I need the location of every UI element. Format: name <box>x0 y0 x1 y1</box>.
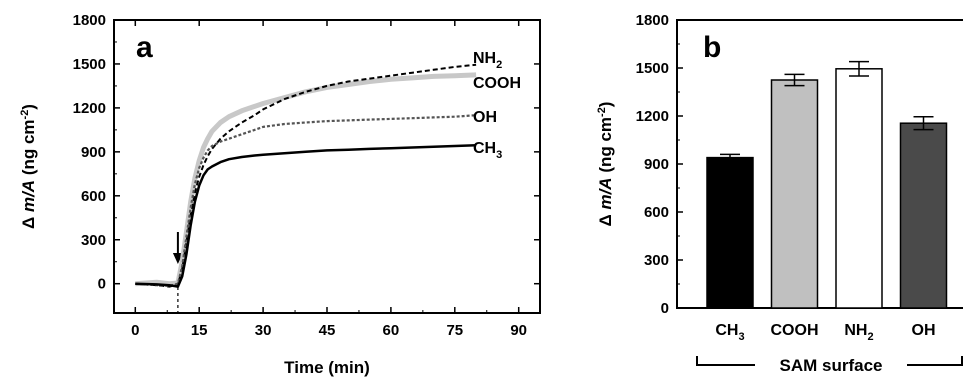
bracket-right <box>907 356 963 366</box>
category-label-subscript: 2 <box>867 331 873 343</box>
y-tick-label: 1800 <box>636 12 669 29</box>
series-line-ch3 <box>135 144 477 288</box>
panel-b-bar-chart: CH3 COOH NH2 OH 0 300 600 900 1200 1500 1800 b Δ … <box>596 12 963 375</box>
panel-a-letter: a <box>136 31 153 64</box>
panel-b-x-axis-label: SAM surface <box>780 356 883 375</box>
bar-cooh <box>770 79 819 309</box>
panel-b-y-axis-label: Δ m/A (ng cm-2) <box>596 102 615 227</box>
bar-nh2 <box>835 68 883 309</box>
x-tick-label: 15 <box>191 322 208 339</box>
arrow-head <box>172 253 183 264</box>
category-label-main: NH <box>844 322 867 339</box>
series-label-main: NH <box>473 50 496 67</box>
x-tick-label: 75 <box>446 322 463 339</box>
series-line-oh <box>135 114 477 287</box>
panel-b-letter: b <box>703 31 721 64</box>
y-tick-label: 900 <box>644 156 669 173</box>
y-tick-label: 1500 <box>636 60 669 77</box>
panel-a-series-group: COOH NH2 OH CH3 <box>135 50 521 288</box>
x-tick-label: 90 <box>510 322 527 339</box>
bar-ch3 <box>706 156 754 309</box>
y-label-exponent: -2 <box>596 107 608 117</box>
x-tick-label: 60 <box>383 322 400 339</box>
y-label-variable: m/A <box>19 180 38 212</box>
sam-surface-bracket <box>696 356 963 366</box>
category-label: CH3 <box>715 322 744 343</box>
series-label-subscript: 3 <box>496 149 502 161</box>
y-label-unit: (ng cm <box>596 117 615 177</box>
y-tick-label: 300 <box>644 252 669 269</box>
y-tick-label: 1500 <box>73 56 106 73</box>
y-tick-label: 0 <box>98 276 106 293</box>
y-label-delta: Δ <box>19 212 38 229</box>
panel-a-x-axis-label: Time (min) <box>284 358 370 377</box>
series-label-oh: OH <box>473 109 497 126</box>
category-label-subscript: 3 <box>738 331 744 343</box>
category-label-main: OH <box>912 322 936 339</box>
category-label-main: CH <box>715 322 738 339</box>
y-label-delta: Δ <box>596 210 615 227</box>
injection-arrow-icon <box>172 232 183 264</box>
panel-b-bars: CH3 COOH NH2 OH <box>706 60 948 343</box>
series-label-cooh: COOH <box>473 75 521 92</box>
x-tick-label: 0 <box>131 322 139 339</box>
series-label-ch3: CH3 <box>473 140 502 161</box>
bar-oh <box>899 122 948 309</box>
y-tick-label: 600 <box>81 188 106 205</box>
series-label-subscript: 2 <box>496 59 502 71</box>
y-tick-label: 900 <box>81 144 106 161</box>
bracket-left <box>696 356 755 366</box>
y-tick-label: 1200 <box>73 100 106 117</box>
panel-a-y-axis-label: Δ m/A (ng cm-2) <box>19 104 38 229</box>
y-label-exponent: -2 <box>19 110 31 120</box>
series-label-main: CH <box>473 140 496 157</box>
series-label-nh2: NH2 <box>473 50 502 71</box>
y-tick-label: 300 <box>81 232 106 249</box>
x-tick-label: 45 <box>319 322 336 339</box>
category-label: NH2 <box>844 322 873 343</box>
y-tick-label: 600 <box>644 204 669 221</box>
category-label: COOH <box>771 322 819 339</box>
y-tick-label: 0 <box>661 300 669 317</box>
panel-b-ticks: 0 300 600 900 1200 1500 1800 <box>636 12 683 317</box>
y-label-close: ) <box>19 104 38 110</box>
y-tick-label: 1800 <box>73 12 106 29</box>
category-label: OH <box>912 322 936 339</box>
y-label-close: ) <box>596 102 615 108</box>
y-label-variable: m/A <box>596 177 615 209</box>
x-tick-label: 30 <box>255 322 272 339</box>
y-label-unit: (ng cm <box>19 119 38 179</box>
category-label-main: COOH <box>771 322 819 339</box>
y-tick-label: 1200 <box>636 108 669 125</box>
